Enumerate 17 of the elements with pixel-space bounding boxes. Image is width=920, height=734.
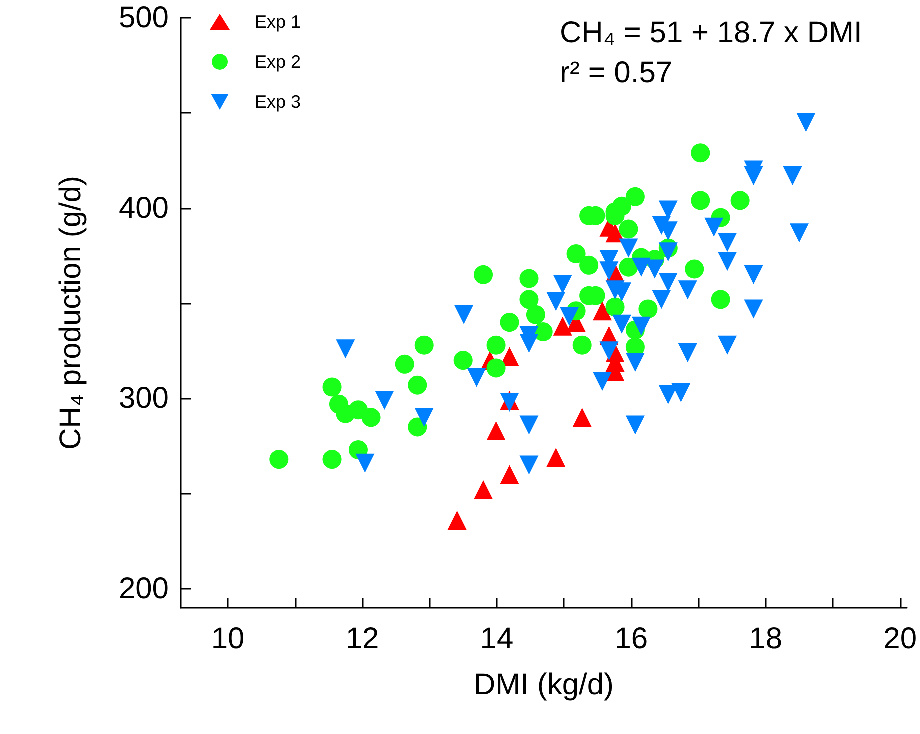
annotation: CH₄ = 51 + 18.7 x DMI [560, 16, 862, 50]
y-tick-label: 500 [118, 2, 169, 34]
legend-label: Exp 3 [255, 92, 302, 112]
x-tick-label: 12 [346, 622, 380, 656]
annotation: r² = 0.57 [560, 56, 673, 90]
x-tick-label: 14 [480, 622, 514, 656]
y-axis-title: CH₄ production (g/d) [54, 176, 88, 450]
x-axis-title: DMI (kg/d) [474, 668, 614, 702]
x-tick-label: 20 [884, 622, 918, 656]
y-tick-label: 200 [118, 572, 169, 606]
x-tick-label: 18 [749, 622, 783, 656]
y-tick-label: 400 [118, 192, 169, 225]
legend-label: Exp 2 [255, 52, 302, 72]
x-tick-label: 16 [614, 622, 648, 656]
legend-label: Exp 1 [255, 12, 302, 32]
x-tick-label: 10 [211, 622, 245, 656]
y-tick-label: 300 [118, 382, 169, 416]
